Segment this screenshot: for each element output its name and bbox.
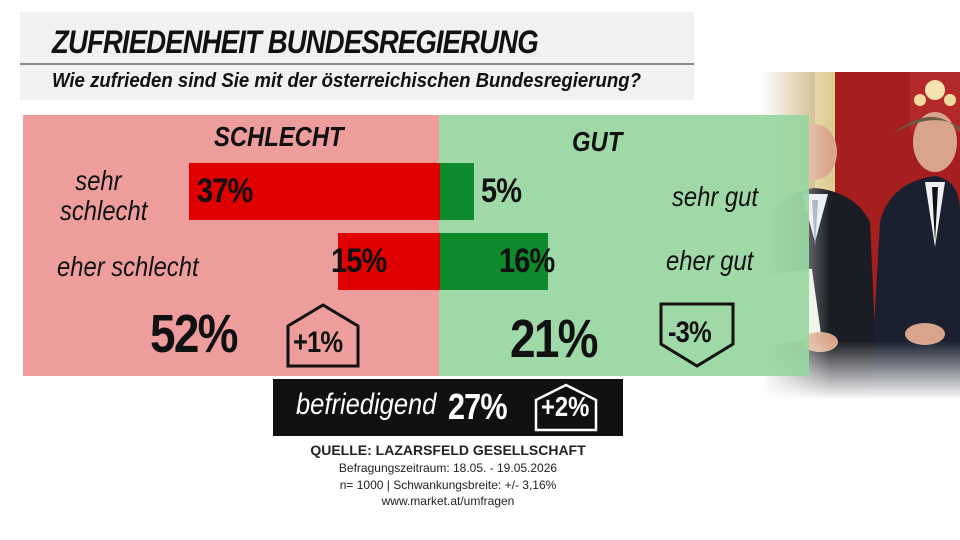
row-label-eher-schlecht: eher schlecht	[57, 251, 199, 282]
source-title: QUELLE: LAZARSFELD GESELLSCHAFT	[310, 442, 586, 458]
title-area	[20, 12, 694, 100]
row-label-line: sehr	[75, 165, 122, 196]
bar-sehr-schlecht	[189, 163, 440, 220]
neutral-box	[273, 379, 623, 436]
arrow-up-icon	[534, 383, 598, 432]
row-label-sehr-gut: sehr gut	[672, 181, 758, 212]
page-subtitle: Wie zufrieden sind Sie mit der österreic…	[52, 70, 641, 92]
neutral-label: befriedigend	[296, 388, 437, 421]
row-label-line: schlecht	[60, 195, 148, 226]
arrow-up-icon	[286, 303, 360, 368]
change-badge-neutral	[533, 382, 599, 432]
positive-header: GUT	[572, 126, 623, 157]
row-label-eher-gut: eher gut	[666, 245, 754, 276]
bar-sehr-gut	[440, 163, 474, 220]
row-label-sehr-schlecht: sehr schlecht	[60, 166, 188, 226]
bar-eher-schlecht	[338, 233, 440, 290]
neutral-value: 27%	[448, 386, 508, 427]
source-url: www.market.at/umfragen	[381, 494, 515, 508]
arrow-down-icon	[659, 302, 735, 368]
negative-header: SCHLECHT	[214, 121, 344, 152]
title-divider	[20, 63, 694, 65]
change-value-neutral: +2%	[541, 391, 590, 422]
data-label-eher-gut: 16%	[499, 242, 555, 280]
change-value-negative: +1%	[293, 326, 343, 359]
page-title: ZUFRIEDENHEIT BUNDESREGIERUNG	[52, 24, 539, 60]
data-label-sehr-gut: 5%	[481, 172, 522, 210]
bar-eher-gut	[440, 233, 549, 290]
total-positive: 21%	[510, 309, 598, 369]
change-badge-positive: -3%	[658, 302, 736, 368]
change-badge-negative: +1%	[285, 302, 361, 368]
data-label-sehr-schlecht: 37%	[197, 172, 253, 210]
total-negative: 52%	[150, 304, 238, 364]
sample-info: n= 1000 | Schwankungsbreite: +/- 3,16%	[339, 478, 557, 492]
data-label-eher-schlecht: 15%	[331, 242, 387, 280]
survey-period: Befragungszeitraum: 18.05. - 19.05.2026	[338, 461, 558, 475]
change-value-positive: -3%	[668, 316, 712, 349]
